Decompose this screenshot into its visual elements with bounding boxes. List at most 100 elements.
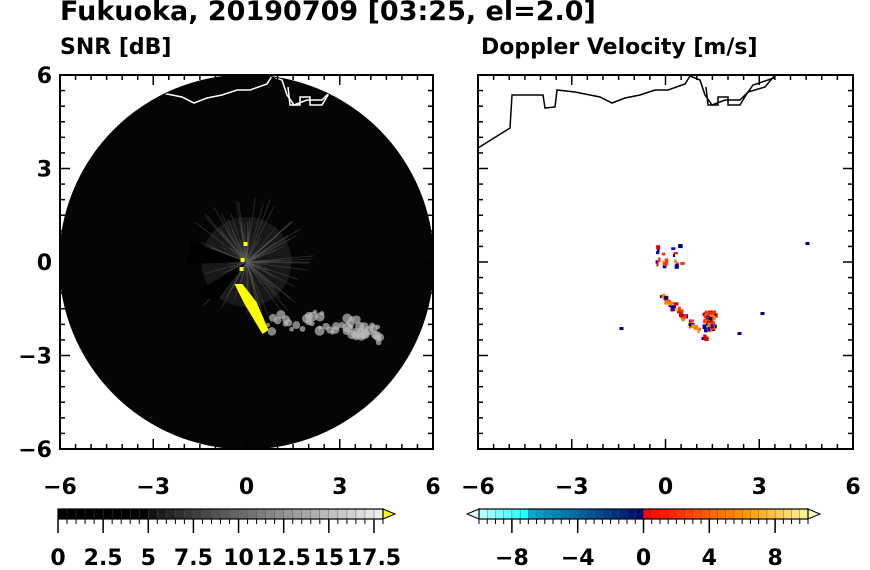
velocity-pixel: [677, 306, 681, 312]
clutter-ray: [238, 201, 247, 263]
velocity-pixel: [674, 264, 679, 269]
weak-echo: [352, 330, 359, 336]
velocity-pixel: [664, 258, 669, 264]
velocity-pixel: [658, 257, 661, 263]
colorbar-cell: [202, 508, 212, 520]
clutter-ray: [235, 200, 247, 263]
colorbar-cell: [184, 508, 194, 520]
velocity-pixel: [702, 313, 705, 317]
colorbar-cell: [626, 508, 636, 520]
velocity-pixel: [683, 314, 687, 319]
clutter-ray: [246, 261, 310, 264]
colorbar-cell: [528, 508, 538, 520]
clutter-ray: [230, 261, 247, 290]
clutter-ray: [204, 261, 247, 275]
velocity-pixel: [697, 329, 700, 334]
y-tick-label: −3: [18, 345, 52, 370]
clutter-ray: [236, 248, 247, 263]
colorbar-cell: [758, 508, 768, 520]
velocity-pixel: [673, 252, 678, 255]
velocity-pixel: [662, 264, 667, 269]
velocity-pixel: [656, 251, 660, 255]
colorbar-cell: [478, 508, 488, 520]
clutter-ray: [246, 226, 277, 263]
colorbar-cell: [651, 508, 661, 520]
clutter-ray: [246, 261, 270, 272]
velocity-pixel: [678, 312, 683, 318]
colorbar-cell: [120, 508, 131, 520]
velocity-pixel: [655, 260, 658, 264]
snr-colorbar: 0 2.5 5 7.5 10 12.5 15 17.5: [50, 508, 401, 570]
velocity-pixel: [704, 336, 709, 341]
velocity-pixel: [706, 320, 711, 323]
figure-title: Fukuoka, 20190709 [03:25, el=2.0]: [60, 0, 596, 27]
colorbar-cell: [725, 508, 735, 520]
colorbar-cell: [346, 508, 357, 520]
clutter-ray: [231, 228, 247, 263]
clutter-ray: [246, 261, 288, 311]
velocity-pixel: [710, 317, 714, 321]
weak-echo: [265, 322, 271, 327]
x-tick-label: −6: [461, 475, 495, 500]
velocity-pixel: [680, 313, 685, 318]
clutter-ray: [246, 235, 289, 263]
velocity-pixel: [664, 300, 669, 305]
velocity-pixel: [656, 262, 659, 267]
x-tick-label: −3: [136, 475, 170, 500]
clutter-ray: [246, 235, 297, 263]
colorbar-cell: [667, 508, 677, 520]
doppler-plot: −6 −3 0 3 6: [461, 74, 861, 500]
velocity-pixel: [760, 312, 765, 315]
velocity-pixel: [688, 322, 694, 326]
velocity-pixel: [668, 301, 673, 306]
weak-echo: [314, 325, 325, 336]
clutter-ray: [246, 261, 255, 267]
velocity-pixel: [714, 313, 717, 317]
colorbar-cell: [495, 508, 505, 520]
velocity-pixel: [674, 259, 677, 264]
colorbar-cell: [238, 508, 249, 520]
colorbar-cell: [265, 508, 276, 520]
weak-echo: [304, 311, 313, 320]
colorbar-cell: [66, 508, 77, 520]
colorbar-cell: [659, 508, 669, 520]
colorbar-cell: [791, 508, 801, 520]
weak-echo: [315, 312, 325, 322]
weak-echo: [309, 320, 315, 327]
colorbar-cell: [676, 508, 686, 520]
x-tick-label: −6: [43, 475, 77, 500]
y-tick-label: 6: [37, 64, 52, 89]
colorbar-cell: [292, 508, 303, 520]
colorbar-cell: [569, 508, 579, 520]
y-tick-label: 0: [37, 251, 52, 276]
colorbar-extend-min: [465, 508, 480, 520]
weak-echo: [322, 322, 330, 330]
velocity-pixel: [805, 242, 810, 245]
velocity-pixel: [710, 324, 714, 329]
velocity-pixel: [676, 310, 681, 314]
plot-area: [478, 75, 810, 341]
colorbar-cell: [618, 508, 628, 520]
clutter-ray: [246, 261, 281, 299]
colorbar-cell: [692, 508, 702, 520]
colorbar-cell: [193, 508, 203, 520]
clutter-ray: [246, 220, 293, 263]
velocity-pixel: [704, 310, 708, 315]
coastline-group: [478, 75, 776, 149]
weak-echo: [292, 321, 301, 329]
clutter-ray: [246, 261, 296, 303]
colorbar-cell: [274, 508, 285, 520]
doppler-colorbar: −8 −4 0 4 8: [465, 508, 822, 570]
velocity-pixel: [691, 324, 696, 328]
colorbar-cell: [328, 508, 339, 520]
x-tick-label: −3: [555, 475, 589, 500]
clutter-ray: [246, 205, 275, 263]
velocity-pixel: [703, 314, 707, 319]
clutter-ray: [195, 221, 247, 263]
clutter-ray: [246, 255, 255, 263]
clutter-ray: [229, 261, 247, 269]
weak-echo: [374, 334, 382, 342]
clutter-ray: [213, 207, 247, 263]
colorbar-cell: [643, 508, 653, 520]
clutter-ray: [227, 233, 247, 263]
